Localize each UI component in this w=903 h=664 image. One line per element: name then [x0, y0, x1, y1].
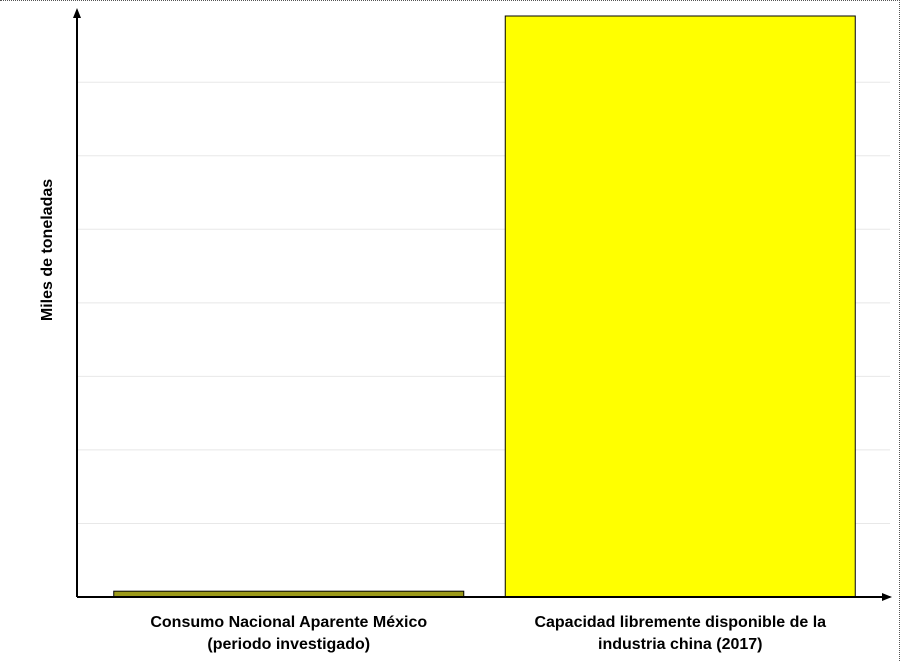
category-label-line: Consumo Nacional Aparente México	[150, 614, 427, 631]
y-axis-arrowhead	[73, 8, 81, 18]
bars	[113, 15, 856, 598]
y-axis-title: Miles de toneladas	[39, 179, 56, 321]
category-labels: Consumo Nacional Aparente México (periodo…	[150, 614, 826, 653]
axes	[73, 8, 892, 601]
category-label-line: industria china (2017)	[598, 636, 763, 653]
category-label-line: (periodo investigado)	[207, 636, 370, 653]
category-label-1: Consumo Nacional Aparente México (periodo…	[150, 614, 427, 653]
category-label-2: Capacidad libremente disponible de la ind…	[534, 614, 826, 653]
x-axis-arrowhead	[882, 593, 892, 601]
category-label-line: Capacidad libremente disponible de la	[534, 614, 826, 631]
bar-2	[504, 15, 856, 598]
